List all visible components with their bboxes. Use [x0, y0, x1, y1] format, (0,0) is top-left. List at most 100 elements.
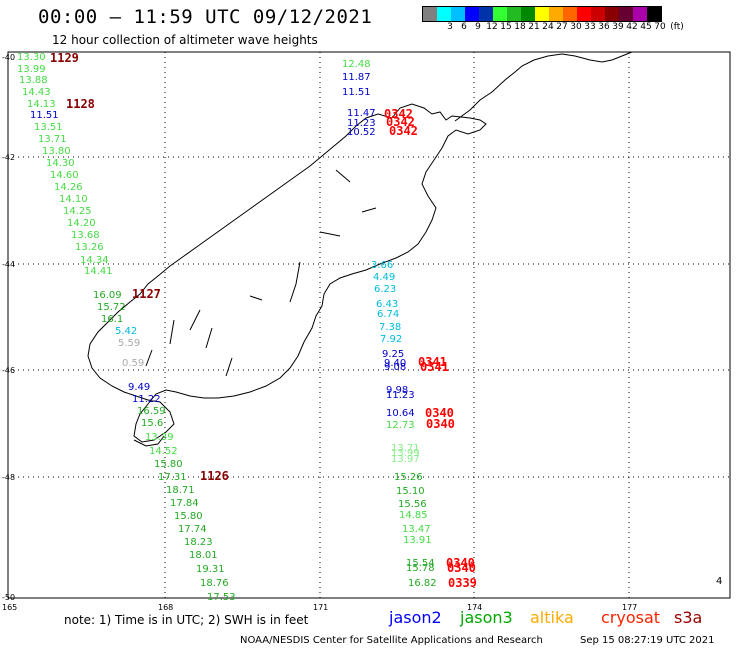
pass-time: 0342	[384, 107, 413, 121]
wave-reading: 15.80	[154, 459, 183, 470]
timestamp: Sep 15 08:27:19 UTC 2021	[580, 635, 715, 646]
wave-reading: 6.74	[377, 309, 399, 320]
wave-reading: 13.30	[17, 52, 46, 63]
color-scale-ticks: 3 6 9 12 15 18 21 24 27 30 33 36 39 42 45 70 (ft)	[429, 22, 687, 32]
wave-reading: 14.26	[54, 182, 83, 193]
wave-reading: 15.56	[398, 499, 427, 510]
pass-time: 0342	[389, 124, 418, 138]
chart-subtitle: 12 hour collection of altimeter wave hei…	[52, 33, 318, 47]
color-scale-tick: 12	[486, 22, 498, 32]
wave-reading: 15.78	[406, 563, 435, 574]
north-island-coast	[454, 51, 633, 122]
wave-reading: 17.84	[170, 498, 199, 509]
footer-note: note: 1) Time is in UTC; 2) SWH is in fe…	[64, 613, 309, 627]
wave-reading: 14.30	[46, 158, 75, 169]
wave-reading: 11.22	[132, 394, 161, 405]
wave-reading: 13.51	[34, 122, 63, 133]
wave-reading: 15.80	[174, 511, 203, 522]
wave-reading: 17.31	[158, 472, 187, 483]
wave-reading: 14.13	[27, 99, 56, 110]
lon-label: 165	[2, 603, 17, 612]
legend-cryosat: cryosat	[601, 608, 661, 627]
color-scale-tick: (ft)	[670, 22, 684, 32]
pass-time: 0340	[447, 561, 476, 575]
wave-reading: 9.98	[386, 385, 408, 396]
wave-reading: 13.99	[17, 64, 46, 75]
wave-reading: 15.54	[406, 558, 435, 569]
lat-labels: -40 -42 -44 -46 -48 -50	[2, 53, 15, 602]
color-scale-tick: 39	[612, 22, 624, 32]
pass-time: 0340	[446, 556, 475, 570]
wave-reading: 16.1	[101, 314, 123, 325]
color-scale-tick: 6	[461, 22, 467, 32]
color-scale-tick: 24	[542, 22, 554, 32]
wave-reading: 18.01	[189, 550, 218, 561]
pass-times: 1129 1128 1127 1126 0342 0342 0342 0341 …	[50, 51, 477, 590]
corner-mark: 4	[716, 576, 722, 587]
color-scale-tick: 33	[584, 22, 596, 32]
color-scale-tick: 42	[626, 22, 638, 32]
wave-reading: 5.59	[118, 338, 140, 349]
wave-reading: 14.43	[22, 87, 51, 98]
wave-reading: 9.40	[384, 358, 406, 369]
color-swatch	[423, 7, 437, 21]
wave-reading: 6.23	[374, 284, 396, 295]
lat-label: -46	[2, 366, 15, 375]
graticule	[8, 52, 730, 598]
stewart-island-coast	[133, 435, 165, 447]
pass-time: 1127	[132, 287, 161, 301]
color-swatch	[619, 7, 633, 21]
color-scale-tick: 18	[514, 22, 526, 32]
pass-time: 1129	[50, 51, 79, 65]
wave-reading: 11.87	[342, 72, 371, 83]
wave-reading: 7.92	[380, 334, 402, 345]
wave-reading: 13.47	[402, 524, 431, 535]
wave-reading: 13.71	[38, 134, 67, 145]
color-swatch	[535, 7, 549, 21]
wave-reading: 5.42	[115, 326, 137, 337]
wave-reading: 13.71	[391, 443, 420, 454]
legend-altika: altika	[530, 608, 574, 627]
wave-reading: 15.10	[396, 486, 425, 497]
pass-time: 1128	[66, 97, 95, 111]
lon-labels: 165 168 171 174 177	[2, 603, 637, 612]
wave-reading: 14.10	[59, 194, 88, 205]
color-swatch	[437, 7, 451, 21]
lat-label: -50	[2, 593, 15, 602]
wave-reading: 0.59	[122, 358, 144, 369]
color-swatch	[465, 7, 479, 21]
wave-reading: 11.51	[30, 110, 59, 121]
wave-reading: 13.68	[71, 230, 100, 241]
lon-label: 177	[622, 603, 637, 612]
color-swatch	[521, 7, 535, 21]
wave-reading: 16.59	[137, 406, 166, 417]
wave-reading: 12.73	[386, 420, 415, 431]
wave-reading: 16.09	[93, 290, 122, 301]
coastline	[87, 51, 633, 447]
wave-reading: 14.25	[63, 206, 92, 217]
wave-reading: 14.60	[50, 170, 79, 181]
wave-reading: 15.72	[97, 302, 126, 313]
color-swatch	[647, 7, 661, 21]
lat-label: -42	[2, 153, 15, 162]
wave-reading: 6.43	[376, 299, 398, 310]
wave-reading: 13.97	[391, 454, 420, 465]
wave-reading: 17.74	[178, 524, 207, 535]
map-frame	[7, 51, 731, 599]
color-swatch	[591, 7, 605, 21]
wave-reading: 11.23	[386, 390, 415, 401]
wave-reading: 14.85	[399, 510, 428, 521]
color-scale-tick: 3	[447, 22, 453, 32]
wave-reading: 13.88	[19, 75, 48, 86]
wave-readings: 13.30 13.99 13.88 14.43 14.13 11.51 13.5…	[17, 52, 437, 603]
color-swatch	[451, 7, 465, 21]
lon-label: 174	[467, 603, 482, 612]
legend-jason2: jason2	[389, 608, 442, 627]
color-swatch	[563, 7, 577, 21]
wave-reading: 11.51	[342, 87, 371, 98]
wave-reading: 12.48	[342, 59, 371, 70]
color-swatch	[479, 7, 493, 21]
lakes-and-rivers	[145, 169, 377, 377]
lat-label: -40	[2, 53, 15, 62]
